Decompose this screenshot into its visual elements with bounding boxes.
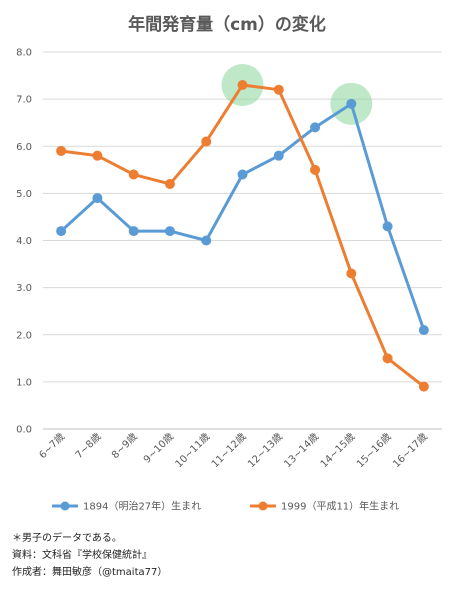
x-tick-label: 8~9歳 [109, 431, 139, 461]
data-point [382, 221, 393, 232]
data-point [164, 178, 175, 189]
legend-label: 1894（明治27年）生まれ [83, 500, 201, 513]
data-point [128, 169, 139, 180]
y-tick-label: 1.0 [16, 377, 32, 388]
legend-item: 1894（明治27年）生まれ [52, 500, 201, 513]
data-point [92, 150, 103, 161]
data-point [346, 98, 357, 109]
x-tick-label: 9~10歳 [141, 431, 176, 466]
x-tick-label: 16~17歳 [391, 431, 430, 470]
x-tick-label: 15~16歳 [354, 431, 393, 470]
y-tick-label: 8.0 [16, 48, 32, 59]
series-line [59, 83, 426, 389]
y-axis-ticks: 0.0 1.0 2.0 3.0 4.0 5.0 6.0 7.0 8.0 [16, 48, 32, 436]
series-2 [56, 79, 429, 392]
data-point [164, 226, 175, 237]
chart-notes: ＊男子のデータである。 資料：文科省『学校保健統計』 作成者：舞田敏彦（@tma… [12, 530, 167, 581]
x-tick-label: 10~11歳 [173, 431, 212, 470]
x-tick-label: 7~8歳 [73, 431, 103, 461]
data-point [201, 136, 212, 147]
y-tick-label: 0.0 [16, 425, 32, 436]
data-point [310, 122, 321, 133]
y-tick-label: 5.0 [16, 189, 32, 200]
legend: 1894（明治27年）生まれ 1999（平成11）年生まれ [52, 500, 399, 513]
note-male-data: ＊男子のデータである。 [12, 533, 122, 544]
data-point [201, 235, 212, 246]
data-point [237, 79, 248, 90]
y-tick-label: 6.0 [16, 142, 32, 153]
gridlines [43, 51, 442, 430]
y-tick-label: 3.0 [16, 283, 32, 294]
legend-swatch-marker [258, 501, 268, 511]
x-tick-label: 12~13歳 [245, 431, 284, 470]
data-point [382, 353, 393, 364]
chart-title: 年間発育量（cm）の変化 [128, 14, 326, 35]
data-point [56, 145, 67, 156]
line-chart: 年間発育量（cm）の変化 0.0 1.0 2.0 3.0 4.0 5.0 6.0 7.0 8.0… [16, 14, 442, 513]
x-tick-label: 13~14歳 [282, 431, 321, 470]
data-point [273, 150, 284, 161]
data-point [273, 84, 284, 95]
legend-item: 1999（平成11）年生まれ [250, 500, 399, 513]
y-tick-label: 7.0 [16, 95, 32, 106]
x-tick-label: 6~7歳 [37, 431, 67, 461]
x-axis-ticks: 6~7歳 7~8歳 8~9歳 9~10歳10~11歳11~12歳12~13歳13~14… [37, 431, 430, 470]
data-point [56, 226, 67, 237]
data-point [310, 164, 321, 175]
legend-label: 1999（平成11）年生まれ [281, 500, 399, 513]
data-point [92, 193, 103, 204]
data-point [418, 325, 429, 336]
series-1 [56, 98, 429, 336]
data-point [237, 169, 248, 180]
data-point [346, 268, 357, 279]
y-tick-label: 4.0 [16, 236, 32, 247]
x-tick-label: 11~12歳 [209, 431, 248, 470]
note-source: 資料：文科省『学校保健統計』 [12, 550, 152, 561]
y-tick-label: 2.0 [16, 330, 32, 341]
series-line [59, 102, 426, 332]
x-tick-label: 14~15歳 [318, 431, 357, 470]
data-point [128, 226, 139, 237]
note-author: 作成者：舞田敏彦（@tmaita77） [12, 567, 168, 578]
peak-highlights [221, 63, 373, 125]
series-lines [56, 79, 429, 392]
data-point [418, 381, 429, 392]
legend-swatch-marker [60, 501, 70, 511]
